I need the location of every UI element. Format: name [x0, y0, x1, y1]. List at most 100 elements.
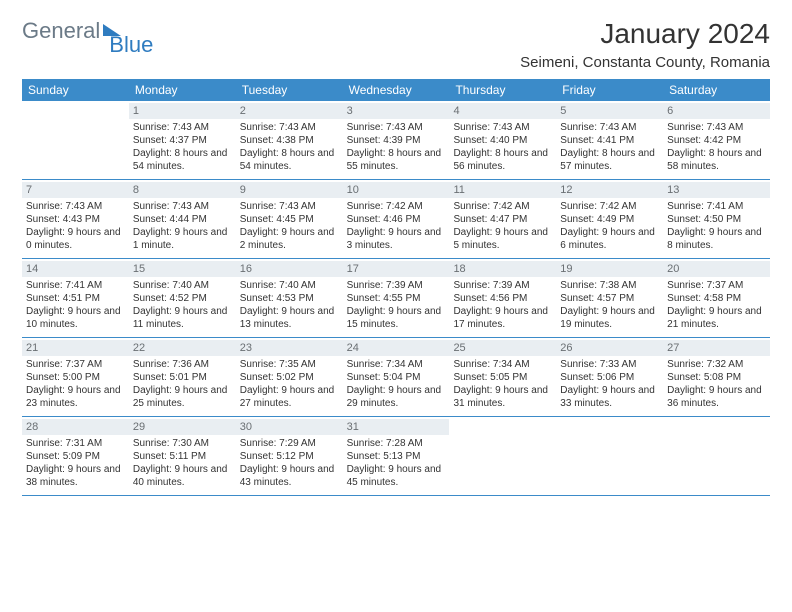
day-cell: 24Sunrise: 7:34 AMSunset: 5:04 PMDayligh…	[343, 338, 450, 416]
weekday-header: Thursday	[449, 79, 556, 101]
day-number: 22	[129, 340, 236, 356]
location-text: Seimeni, Constanta County, Romania	[520, 54, 770, 71]
day-number: 3	[343, 103, 450, 119]
week-row: 1Sunrise: 7:43 AMSunset: 4:37 PMDaylight…	[22, 101, 770, 180]
daylight-line: Daylight: 9 hours and 33 minutes.	[560, 384, 659, 410]
day-number: 14	[22, 261, 129, 277]
day-cell: 6Sunrise: 7:43 AMSunset: 4:42 PMDaylight…	[663, 101, 770, 179]
weekday-header: Saturday	[663, 79, 770, 101]
day-cell: 29Sunrise: 7:30 AMSunset: 5:11 PMDayligh…	[129, 417, 236, 495]
daylight-line: Daylight: 9 hours and 10 minutes.	[26, 305, 125, 331]
weekday-header: Sunday	[22, 79, 129, 101]
sunrise-line: Sunrise: 7:43 AM	[560, 121, 659, 134]
day-cell: 4Sunrise: 7:43 AMSunset: 4:40 PMDaylight…	[449, 101, 556, 179]
sunrise-line: Sunrise: 7:36 AM	[133, 358, 232, 371]
daylight-line: Daylight: 9 hours and 38 minutes.	[26, 463, 125, 489]
sunrise-line: Sunrise: 7:31 AM	[26, 437, 125, 450]
day-cell: 22Sunrise: 7:36 AMSunset: 5:01 PMDayligh…	[129, 338, 236, 416]
sunset-line: Sunset: 5:05 PM	[453, 371, 552, 384]
day-cell: 27 Sunrise: 7:32 AMSunset: 5:08 PMDayligh…	[663, 338, 770, 416]
day-cell	[22, 101, 129, 179]
sunset-line: Sunset: 5:00 PM	[26, 371, 125, 384]
sunrise-line: Sunrise: 7:40 AM	[240, 279, 339, 292]
sunset-line: Sunset: 5:06 PM	[560, 371, 659, 384]
day-cell: 20Sunrise: 7:37 AMSunset: 4:58 PMDayligh…	[663, 259, 770, 337]
day-number: 29	[129, 419, 236, 435]
sunrise-line: Sunrise: 7:43 AM	[667, 121, 766, 134]
day-number: 7	[22, 182, 129, 198]
day-cell: 3Sunrise: 7:43 AMSunset: 4:39 PMDaylight…	[343, 101, 450, 179]
logo-text-blue: Blue	[109, 32, 153, 58]
daylight-line: Daylight: 8 hours and 58 minutes.	[667, 147, 766, 173]
daylight-line: Daylight: 9 hours and 0 minutes.	[26, 226, 125, 252]
sunrise-line: Sunrise: 7:43 AM	[453, 121, 552, 134]
sunrise-line: Sunrise: 7:42 AM	[347, 200, 446, 213]
daylight-line: Daylight: 9 hours and 13 minutes.	[240, 305, 339, 331]
page-header: General Blue January 2024 Seimeni, Const…	[22, 18, 770, 71]
day-cell: 9Sunrise: 7:43 AMSunset: 4:45 PMDaylight…	[236, 180, 343, 258]
day-number: 11	[449, 182, 556, 198]
title-block: January 2024 Seimeni, Constanta County, …	[520, 18, 770, 71]
daylight-line: Daylight: 9 hours and 40 minutes.	[133, 463, 232, 489]
sunset-line: Sunset: 5:13 PM	[347, 450, 446, 463]
sunrise-line: Sunrise: 7:43 AM	[26, 200, 125, 213]
sunrise-line: Sunrise: 7:43 AM	[347, 121, 446, 134]
day-number: 27	[663, 340, 770, 356]
day-number: 20	[663, 261, 770, 277]
day-number: 25	[449, 340, 556, 356]
sunset-line: Sunset: 4:58 PM	[667, 292, 766, 305]
day-cell: 15Sunrise: 7:40 AMSunset: 4:52 PMDayligh…	[129, 259, 236, 337]
day-cell: 10Sunrise: 7:42 AMSunset: 4:46 PMDayligh…	[343, 180, 450, 258]
sunset-line: Sunset: 4:53 PM	[240, 292, 339, 305]
day-cell: 14 Sunrise: 7:41 AMSunset: 4:51 PMDayligh…	[22, 259, 129, 337]
sunset-line: Sunset: 5:02 PM	[240, 371, 339, 384]
week-row: 28Sunrise: 7:31 AMSunset: 5:09 PMDayligh…	[22, 417, 770, 496]
day-cell: 21 Sunrise: 7:37 AMSunset: 5:00 PMDayligh…	[22, 338, 129, 416]
sunset-line: Sunset: 4:46 PM	[347, 213, 446, 226]
weekday-header: Monday	[129, 79, 236, 101]
daylight-line: Daylight: 9 hours and 27 minutes.	[240, 384, 339, 410]
day-cell	[556, 417, 663, 495]
day-cell: 25Sunrise: 7:34 AMSunset: 5:05 PMDayligh…	[449, 338, 556, 416]
day-cell: 13Sunrise: 7:41 AMSunset: 4:50 PMDayligh…	[663, 180, 770, 258]
weeks-container: 1Sunrise: 7:43 AMSunset: 4:37 PMDaylight…	[22, 101, 770, 496]
day-number: 12	[556, 182, 663, 198]
calendar-grid: SundayMondayTuesdayWednesdayThursdayFrid…	[22, 79, 770, 496]
sunset-line: Sunset: 4:57 PM	[560, 292, 659, 305]
day-cell	[663, 417, 770, 495]
sunrise-line: Sunrise: 7:41 AM	[26, 279, 125, 292]
sunset-line: Sunset: 4:49 PM	[560, 213, 659, 226]
week-row: 7Sunrise: 7:43 AMSunset: 4:43 PMDaylight…	[22, 180, 770, 259]
sunrise-line: Sunrise: 7:32 AM	[667, 358, 766, 371]
day-cell: 30Sunrise: 7:29 AMSunset: 5:12 PMDayligh…	[236, 417, 343, 495]
sunrise-line: Sunrise: 7:30 AM	[133, 437, 232, 450]
sunrise-line: Sunrise: 7:42 AM	[560, 200, 659, 213]
sunrise-line: Sunrise: 7:42 AM	[453, 200, 552, 213]
day-cell: 17Sunrise: 7:39 AMSunset: 4:55 PMDayligh…	[343, 259, 450, 337]
day-number: 17	[343, 261, 450, 277]
sunset-line: Sunset: 5:08 PM	[667, 371, 766, 384]
daylight-line: Daylight: 9 hours and 1 minute.	[133, 226, 232, 252]
day-number: 23	[236, 340, 343, 356]
day-number: 10	[343, 182, 450, 198]
daylight-line: Daylight: 9 hours and 36 minutes.	[667, 384, 766, 410]
daylight-line: Daylight: 9 hours and 5 minutes.	[453, 226, 552, 252]
sunrise-line: Sunrise: 7:43 AM	[133, 200, 232, 213]
sunset-line: Sunset: 5:01 PM	[133, 371, 232, 384]
sunset-line: Sunset: 4:45 PM	[240, 213, 339, 226]
day-cell: 18Sunrise: 7:39 AMSunset: 4:56 PMDayligh…	[449, 259, 556, 337]
day-number: 21	[22, 340, 129, 356]
day-cell: 19Sunrise: 7:38 AMSunset: 4:57 PMDayligh…	[556, 259, 663, 337]
sunrise-line: Sunrise: 7:37 AM	[26, 358, 125, 371]
day-number: 9	[236, 182, 343, 198]
sunrise-line: Sunrise: 7:38 AM	[560, 279, 659, 292]
daylight-line: Daylight: 8 hours and 54 minutes.	[133, 147, 232, 173]
day-cell: 16Sunrise: 7:40 AMSunset: 4:53 PMDayligh…	[236, 259, 343, 337]
daylight-line: Daylight: 9 hours and 23 minutes.	[26, 384, 125, 410]
day-cell: 26Sunrise: 7:33 AMSunset: 5:06 PMDayligh…	[556, 338, 663, 416]
day-number: 30	[236, 419, 343, 435]
sunset-line: Sunset: 4:44 PM	[133, 213, 232, 226]
day-number: 28	[22, 419, 129, 435]
sunset-line: Sunset: 4:51 PM	[26, 292, 125, 305]
sunrise-line: Sunrise: 7:37 AM	[667, 279, 766, 292]
